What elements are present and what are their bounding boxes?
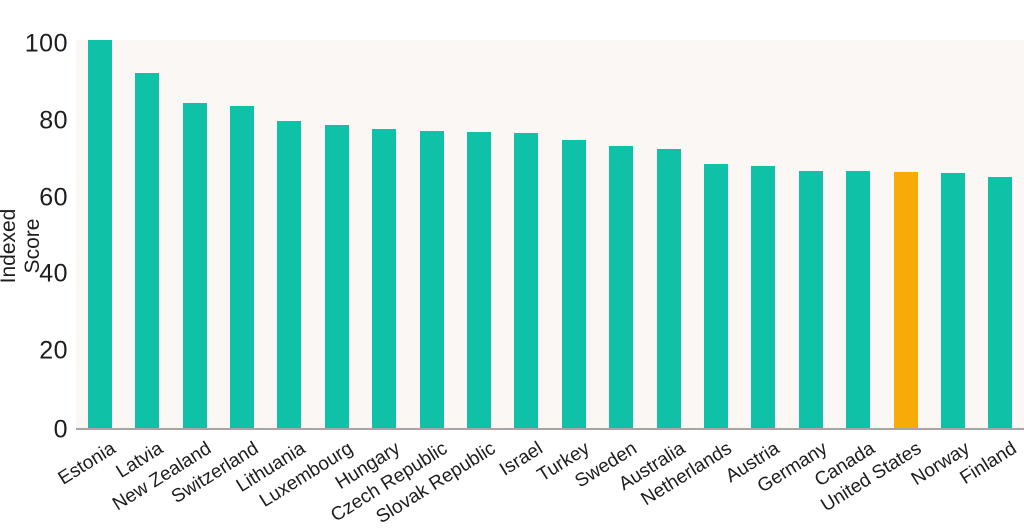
bar-israel — [514, 132, 539, 428]
bar-turkey — [561, 139, 586, 428]
bar-germany — [798, 170, 823, 428]
y-tick-80: 80 — [39, 106, 68, 135]
bar-finland — [988, 177, 1013, 428]
bar-latvia — [135, 72, 160, 428]
y-tick-40: 40 — [39, 259, 68, 288]
bar-australia — [656, 149, 681, 428]
y-tick-60: 60 — [39, 183, 68, 211]
bar-czech-republic — [419, 130, 444, 428]
bar-hungary — [372, 129, 397, 428]
plot-area — [76, 40, 1024, 430]
bar-luxembourg — [324, 124, 349, 428]
y-tick-20: 20 — [39, 336, 68, 365]
bar-lithuania — [277, 121, 302, 428]
bar-canada — [846, 171, 871, 428]
bar-estonia — [87, 40, 112, 428]
bar-austria — [751, 166, 776, 428]
x-label-estonia: Estonia — [54, 438, 120, 490]
bar-new-zealand — [182, 103, 207, 428]
bar-switzerland — [229, 106, 254, 428]
bar-netherlands — [703, 164, 728, 428]
y-tick-0: 0 — [53, 415, 68, 444]
bar-sweden — [609, 146, 634, 428]
bar-united-states — [893, 171, 918, 428]
bar-norway — [940, 172, 965, 428]
y-tick-100: 100 — [24, 29, 68, 58]
bar-slovak-republic — [466, 132, 491, 428]
